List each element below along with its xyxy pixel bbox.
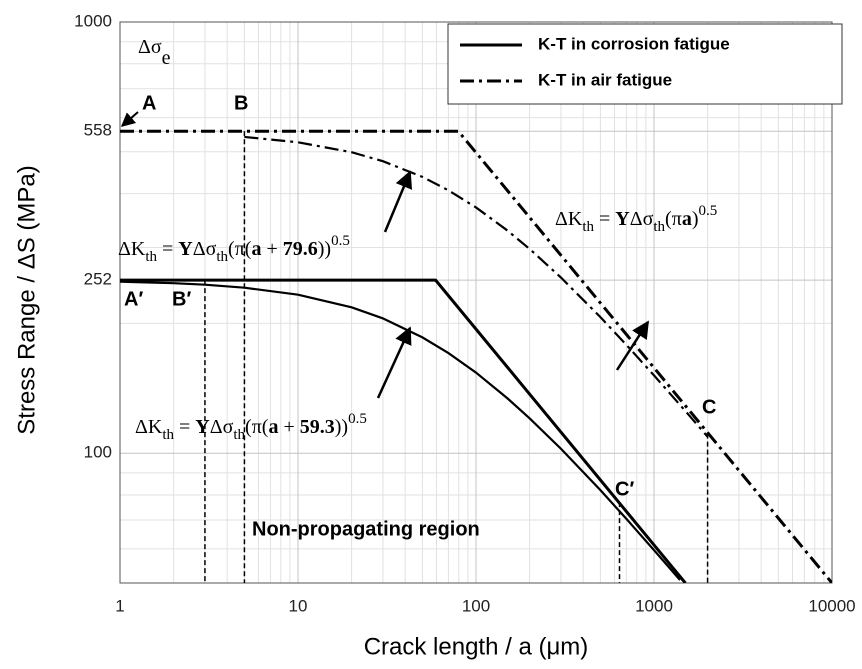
curve <box>120 280 681 581</box>
point-label: A′ <box>124 288 143 310</box>
x-axis-title: Crack length / a (μm) <box>364 633 589 660</box>
endurance-label: Δσe <box>138 36 171 69</box>
formula-part: th <box>145 249 157 265</box>
arrow <box>376 326 412 399</box>
point-label: B′ <box>172 288 191 310</box>
formula-part: ΔK <box>135 416 163 438</box>
endurance-symbol: Δσ <box>138 36 162 58</box>
arrow <box>615 320 650 371</box>
formula-part: )) <box>318 238 331 260</box>
formula-part: ΔK <box>118 238 146 260</box>
y-tick-label: 558 <box>84 121 112 140</box>
formula-part: 0.5 <box>698 203 717 219</box>
formula-part: + <box>278 416 299 438</box>
formula-part: 79.6 <box>283 238 318 260</box>
formula-part: Y <box>615 208 630 230</box>
formula-part: Δσ <box>630 208 654 230</box>
plot-frame <box>119 21 833 584</box>
kt-line <box>120 278 687 583</box>
legend-label: K-T in air fatigue <box>538 70 672 89</box>
point-label: C′ <box>615 478 634 500</box>
formula: ΔKth = YΔσth(π(a + 59.3))0.5 <box>135 411 367 443</box>
formula-part: Y <box>195 416 210 438</box>
formula-part: (π <box>665 208 682 230</box>
y-tick-label: 252 <box>84 270 112 289</box>
arrow <box>120 111 139 127</box>
formula-part: a <box>268 416 278 438</box>
formula: ΔKth = YΔσth(π(a + 79.6))0.5 <box>118 233 350 265</box>
formula-part: = <box>174 416 195 438</box>
curve <box>244 135 709 438</box>
formula-part: = <box>157 238 178 260</box>
x-tick-label: 100 <box>462 596 490 615</box>
formula-part: 0.5 <box>331 233 350 249</box>
endurance-subscript: e <box>162 47 171 69</box>
formula-part: th <box>216 249 228 265</box>
point-label: A <box>142 92 156 114</box>
legend-label: K-T in corrosion fatigue <box>538 34 730 53</box>
formula-part: th <box>582 219 594 235</box>
formula-part: )) <box>335 416 348 438</box>
x-tick-label: 1000 <box>635 596 673 615</box>
formula-part: (π( <box>228 238 252 260</box>
formula-part: (π( <box>245 416 269 438</box>
y-tick-label: 100 <box>84 443 112 462</box>
legend <box>447 23 843 105</box>
formula-part: th <box>233 427 245 443</box>
formula-part: ) <box>692 208 699 230</box>
formula-part: Δσ <box>193 238 217 260</box>
formula-part: Y <box>178 238 193 260</box>
kt-line <box>120 129 832 583</box>
formula-part: Δσ <box>210 416 234 438</box>
formula-part: = <box>594 208 615 230</box>
x-tick-label: 1 <box>115 596 124 615</box>
arrow <box>383 170 413 233</box>
formula-part: a <box>682 208 692 230</box>
formula-part: th <box>162 427 174 443</box>
formula-part: a <box>251 238 261 260</box>
y-axis-title: Stress Range / ΔS (MPa) <box>13 165 40 434</box>
formula-part: + <box>261 238 282 260</box>
formula-part: th <box>653 219 665 235</box>
point-label: C <box>702 396 716 418</box>
point-label: B <box>234 92 248 114</box>
region-label: Non-propagating region <box>252 518 480 540</box>
y-tick-label: 1000 <box>74 11 112 30</box>
x-tick-label: 10 <box>289 596 308 615</box>
formula-part: ΔK <box>555 208 583 230</box>
formula: ΔKth = YΔσth(πa)0.5 <box>555 203 717 235</box>
formula-part: 0.5 <box>348 411 367 427</box>
x-tick-label: 10000 <box>808 596 855 615</box>
formula-part: 59.3 <box>300 416 335 438</box>
